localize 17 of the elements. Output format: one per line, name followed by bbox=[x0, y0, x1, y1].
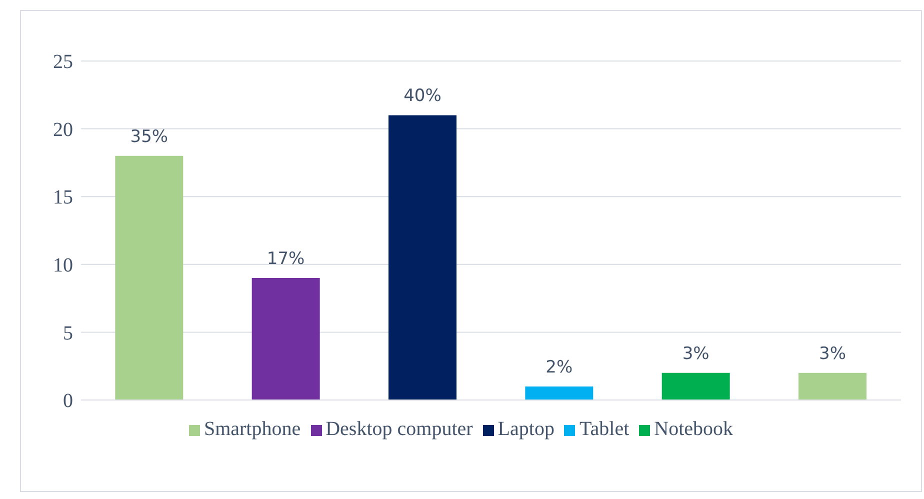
legend-label: Desktop computer bbox=[326, 418, 473, 440]
annotation: 17% bbox=[266, 248, 305, 269]
legend-label: Smartphone bbox=[204, 418, 301, 440]
annotation: 35% bbox=[130, 126, 168, 147]
y-tick-label: 15 bbox=[53, 186, 73, 209]
annotation: 40% bbox=[404, 86, 442, 106]
annotation: 2% bbox=[546, 357, 573, 378]
annotation: 3% bbox=[819, 344, 846, 364]
y-tick-label: 5 bbox=[63, 322, 73, 344]
y-tick-label: 20 bbox=[53, 118, 73, 141]
legend-label: Laptop bbox=[498, 418, 554, 440]
legend-label: Tablet bbox=[579, 418, 630, 440]
y-tick-label: 25 bbox=[53, 51, 73, 74]
legend-label: Notebook bbox=[654, 418, 734, 440]
annotation: 3% bbox=[682, 344, 710, 364]
y-tick-label: 10 bbox=[53, 254, 73, 276]
y-tick-label: 0 bbox=[63, 390, 73, 412]
